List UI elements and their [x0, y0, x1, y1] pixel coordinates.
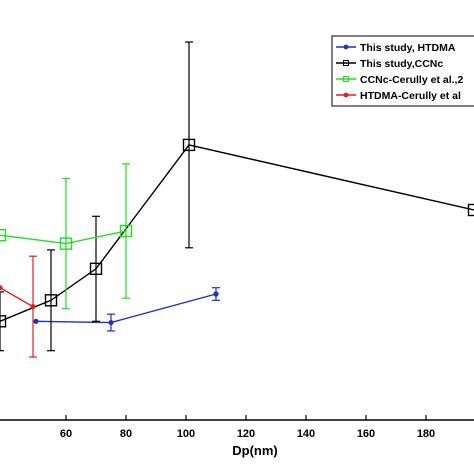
legend-label-2: CCNc-Cerully et al.,2 — [360, 74, 463, 86]
legend-label-3: HTDMA-Cerully et al — [360, 90, 461, 102]
x-tick-label-180: 180 — [417, 428, 435, 440]
legend-marker-2 — [343, 76, 349, 82]
legend-marker-1 — [343, 60, 349, 66]
data-point-1-4 — [467, 203, 474, 217]
series-2 — [0, 163, 133, 310]
data-point-2-1 — [59, 237, 73, 250]
x-tick-label-80: 80 — [120, 428, 132, 440]
series-line-3 — [0, 287, 34, 308]
x-axis-title: Dp(nm) — [232, 443, 278, 458]
data-point-3-0 — [0, 285, 3, 291]
series-line-2 — [0, 230, 127, 245]
data-point-1-3 — [182, 138, 196, 152]
legend-label-1: This study,CCNc — [360, 58, 443, 70]
data-point-1-2 — [89, 262, 103, 275]
data-point-0-1 — [108, 319, 114, 326]
data-point-0-2 — [213, 291, 219, 297]
series-0 — [33, 287, 220, 332]
plot-area — [0, 41, 474, 358]
data-point-1-0 — [0, 315, 7, 328]
data-point-0-0 — [33, 318, 39, 324]
x-tick-label-140: 140 — [297, 428, 315, 440]
x-tick-label-160: 160 — [357, 428, 375, 440]
legend-marker-0 — [343, 44, 349, 50]
data-point-2-0 — [0, 228, 7, 242]
data-point-1-1 — [44, 294, 58, 307]
x-tick-label-100: 100 — [177, 428, 195, 440]
legend: This study, HTDMA This study,CCNc CCNc-Cer… — [331, 35, 474, 107]
data-point-3-1 — [30, 304, 36, 310]
data-point-2-2 — [119, 224, 133, 238]
x-tick-label-60: 60 — [60, 428, 72, 440]
x-tick-label-120: 120 — [237, 428, 255, 440]
legend-label-0: This study, HTDMA — [360, 42, 456, 54]
legend-marker-3 — [343, 92, 349, 98]
series-line-1 — [0, 144, 474, 322]
series-3 — [0, 255, 37, 358]
